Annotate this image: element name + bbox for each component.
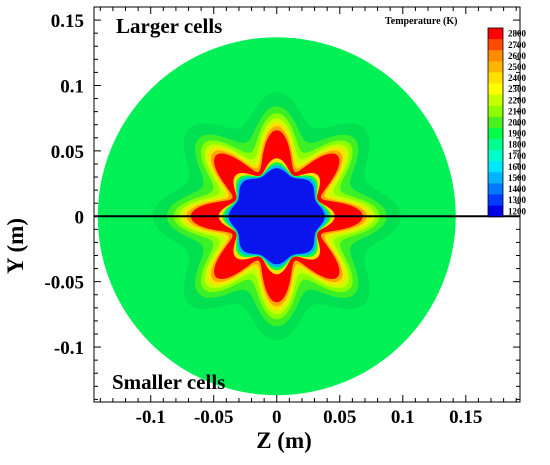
colorbar-label: 2600 (508, 51, 527, 61)
x-tick-label: -0.1 (136, 407, 166, 428)
colorbar-legend: Temperature (K) 280027002600250024002300… (385, 16, 527, 218)
colorbar-label: 1200 (508, 206, 527, 216)
colorbar-label: 2800 (508, 29, 527, 39)
colorbar-swatch (488, 183, 503, 195)
axis-tick-labels: -0.1 -0.05 0 0.05 0.1 0.15 -0.1 -0.05 0 0.05 0.1 0.… (44, 11, 482, 428)
y-tick-label: -0.1 (54, 338, 84, 359)
colorbar-label: 2400 (508, 73, 527, 83)
colorbar-label: 2300 (508, 84, 527, 94)
x-tick-label: -0.05 (194, 407, 234, 428)
colorbar-label: 1500 (508, 173, 527, 183)
colorbar-swatch (488, 205, 503, 218)
colorbar-swatch (488, 127, 503, 140)
colorbar-label: 1300 (508, 195, 527, 205)
x-tick-label: 0 (272, 407, 282, 428)
x-tick-label: 0.1 (391, 407, 415, 428)
y-tick-label: 0 (75, 207, 85, 228)
colorbar-swatch (488, 72, 503, 84)
colorbar-swatch (488, 150, 503, 162)
annotation-top: Larger cells (116, 14, 222, 38)
colorbar-swatch (488, 83, 503, 96)
annotation-bottom: Smaller cells (112, 370, 225, 394)
colorbar-label: 1800 (508, 140, 527, 150)
colorbar-swatch (488, 39, 503, 51)
colorbar-swatch (488, 28, 503, 40)
plot-frame (93, 6, 521, 403)
colorbar-label: 2700 (508, 40, 527, 50)
y-tick-label: 0.15 (51, 11, 84, 32)
colorbar-title: Temperature (K) (385, 16, 458, 27)
colorbar-label: 1600 (508, 162, 527, 172)
colorbar-label: 2500 (508, 62, 527, 72)
colorbar-label: 2200 (508, 95, 527, 105)
colorbar-label: 2000 (508, 117, 527, 127)
x-tick-label: 0.15 (449, 407, 482, 428)
colorbar-swatch (488, 139, 503, 151)
x-tick-label: 0.05 (323, 407, 356, 428)
colorbar-label: 1900 (508, 129, 527, 139)
colorbar-swatch (488, 50, 503, 62)
colorbar-label: 1700 (508, 151, 527, 161)
y-axis-title: Y (m) (3, 218, 28, 274)
colorbar-border (487, 27, 504, 218)
colorbar-swatch (488, 161, 503, 173)
colorbar-label: 2100 (508, 106, 527, 116)
colorbar-swatch (488, 105, 503, 118)
y-tick-label: -0.05 (44, 273, 84, 294)
colorbar-swatch (488, 94, 503, 107)
y-tick-label: 0.1 (60, 76, 84, 97)
colorbar-label: 1400 (508, 184, 527, 194)
y-tick-label: 0.05 (51, 142, 84, 163)
axis-ticks (94, 6, 520, 402)
colorbar-swatch (488, 172, 503, 184)
colorbar-swatch (488, 61, 503, 73)
colorbar-swatch (488, 116, 503, 129)
x-axis-title: Z (m) (256, 428, 312, 453)
colorbar-swatch (488, 194, 503, 207)
